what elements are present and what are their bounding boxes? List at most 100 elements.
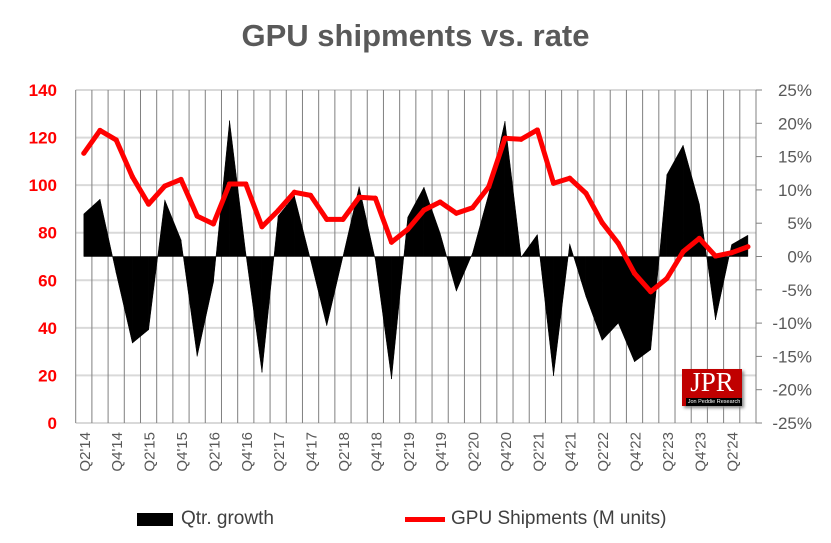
x-axis-tick-label: Q2'22 — [595, 432, 612, 472]
gpu-shipments-point — [583, 190, 589, 196]
left-axis-tick-label: 80 — [38, 224, 57, 243]
gpu-shipments-point — [162, 183, 168, 189]
x-axis-tick-label: Q4'21 — [563, 432, 580, 472]
left-axis-tick-label: 120 — [29, 129, 57, 148]
gpu-shipments-point — [113, 137, 119, 143]
gpu-shipments-line-segment — [680, 235, 702, 255]
gpu-shipments-point — [97, 127, 103, 133]
gpu-shipments-point — [389, 239, 395, 245]
qtr-growth-area-segment — [666, 145, 684, 257]
x-axis-tick-label: Q2'19 — [401, 432, 418, 472]
gpu-shipments-line-segment — [664, 249, 686, 281]
right-axis-tick-label: 0% — [787, 248, 812, 267]
gpu-shipments-point — [129, 174, 135, 180]
x-axis-tick-label: Q2'20 — [466, 432, 483, 472]
gpu-shipments-line-segment — [632, 270, 654, 295]
left-axis-tick-label: 60 — [38, 271, 57, 290]
gpu-shipments-line-segment — [275, 189, 297, 214]
gpu-shipments-line-segment — [729, 244, 751, 256]
gpu-shipments-point — [324, 216, 330, 222]
gpu-shipments-point — [599, 220, 605, 226]
gpu-shipments-point — [291, 189, 297, 195]
x-axis-tick-label: Q4'22 — [628, 432, 645, 472]
gpu-shipments-point — [421, 207, 427, 213]
x-axis-tick-label: Q2'17 — [271, 432, 288, 472]
gpu-shipments-point — [81, 150, 87, 156]
gpu-shipments-point — [146, 201, 152, 207]
qtr-growth-area-segment — [634, 256, 651, 363]
gpu-shipments-line-segment — [356, 194, 378, 201]
gpu-shipments-point — [275, 208, 281, 214]
gpu-shipments-point — [243, 181, 249, 187]
gpu-shipments-point — [437, 199, 443, 205]
gpu-shipments-point — [648, 289, 654, 295]
x-axis-tick-label: Q4'23 — [692, 432, 709, 472]
x-axis-tick-label: Q2'21 — [530, 432, 547, 472]
gpu-shipments-point — [486, 184, 492, 190]
gpu-shipments-line-segment — [405, 207, 427, 232]
gpu-shipments-line-segment — [372, 195, 395, 245]
right-axis-tick-label: -20% — [772, 381, 812, 400]
right-axis-tick-label: -15% — [772, 347, 812, 366]
right-axis-tick-label: 5% — [787, 214, 812, 233]
gpu-shipments-line-segment — [81, 127, 103, 156]
gpu-shipments-line-segment — [97, 127, 119, 143]
gpu-shipments-line-segment — [486, 135, 508, 190]
right-axis-tick-label: -10% — [772, 314, 812, 333]
legend-item-gpu-shipments: GPU Shipments (M units) — [405, 508, 666, 530]
gpu-shipments-line-segment — [502, 135, 524, 142]
gpu-shipments-line-segment — [583, 190, 605, 226]
legend-item-qtr-growth: Qtr. growth — [137, 508, 274, 530]
left-axis-tick-label: 0 — [48, 414, 57, 433]
gpu-shipments-line-segment — [696, 235, 719, 259]
gpu-shipments-line-segment — [599, 220, 621, 246]
legend-label: GPU Shipments (M units) — [451, 508, 667, 529]
gpu-shipments-point — [453, 210, 459, 216]
right-axis-tick-label: 15% — [778, 148, 812, 167]
gpu-shipments-point — [729, 250, 735, 256]
x-axis-tick-label: Q4'20 — [498, 432, 515, 472]
gpu-shipments-line-segment — [162, 176, 184, 189]
legend-swatch-area — [137, 512, 173, 526]
gpu-shipments-point — [340, 216, 346, 222]
gpu-shipments-point — [615, 240, 621, 246]
x-axis-tick-label: Q4'14 — [109, 432, 126, 472]
gpu-shipments-point — [502, 135, 508, 141]
gpu-shipments-point — [259, 224, 265, 230]
x-axis-tick-label: Q4'18 — [368, 432, 385, 472]
x-axis-tick-label: Q2'15 — [142, 432, 159, 472]
gpu-shipments-point — [372, 195, 378, 201]
gpu-shipments-line-segment — [421, 199, 443, 213]
jpr-logo: JPR Jon Peddie Research — [682, 367, 742, 406]
gpu-shipments-point — [227, 181, 233, 187]
right-axis-tick-label: -25% — [772, 414, 812, 433]
gpu-shipments-line-segment — [340, 194, 362, 222]
gpu-shipments-line-segment — [129, 174, 152, 207]
gpu-shipments-point — [356, 194, 362, 200]
gpu-shipments-point — [178, 176, 184, 182]
gpu-shipments-point — [713, 253, 719, 259]
x-axis-tick-label: Q4'16 — [239, 432, 256, 472]
qtr-growth-area-segment — [83, 198, 101, 257]
left-axis-tick-label: 140 — [29, 81, 57, 100]
gpu-shipments-line-segment — [308, 192, 330, 222]
gpu-shipments-line-segment — [470, 184, 492, 211]
gpu-shipments-point — [551, 180, 557, 186]
right-axis-tick-label: 10% — [778, 181, 812, 200]
gpu-shipments-point — [210, 221, 216, 227]
gpu-shipments-line-segment — [453, 205, 476, 216]
x-axis-tick-label: Q2'23 — [660, 432, 677, 472]
x-axis-tick-label: Q4'17 — [304, 432, 321, 472]
gpu-shipments-point — [567, 175, 573, 181]
gpu-shipments-line-segment — [389, 226, 411, 245]
gpu-shipments-point — [664, 275, 670, 281]
qtr-growth-area-segment — [326, 256, 344, 326]
gpu-shipments-line-segment — [437, 199, 459, 216]
gpu-shipments-line-segment — [551, 175, 573, 186]
gpu-shipments-point — [696, 235, 702, 241]
gpu-shipments-point — [534, 127, 540, 133]
legend-swatch-line — [405, 516, 445, 522]
gpu-shipments-line-segment — [113, 137, 135, 180]
